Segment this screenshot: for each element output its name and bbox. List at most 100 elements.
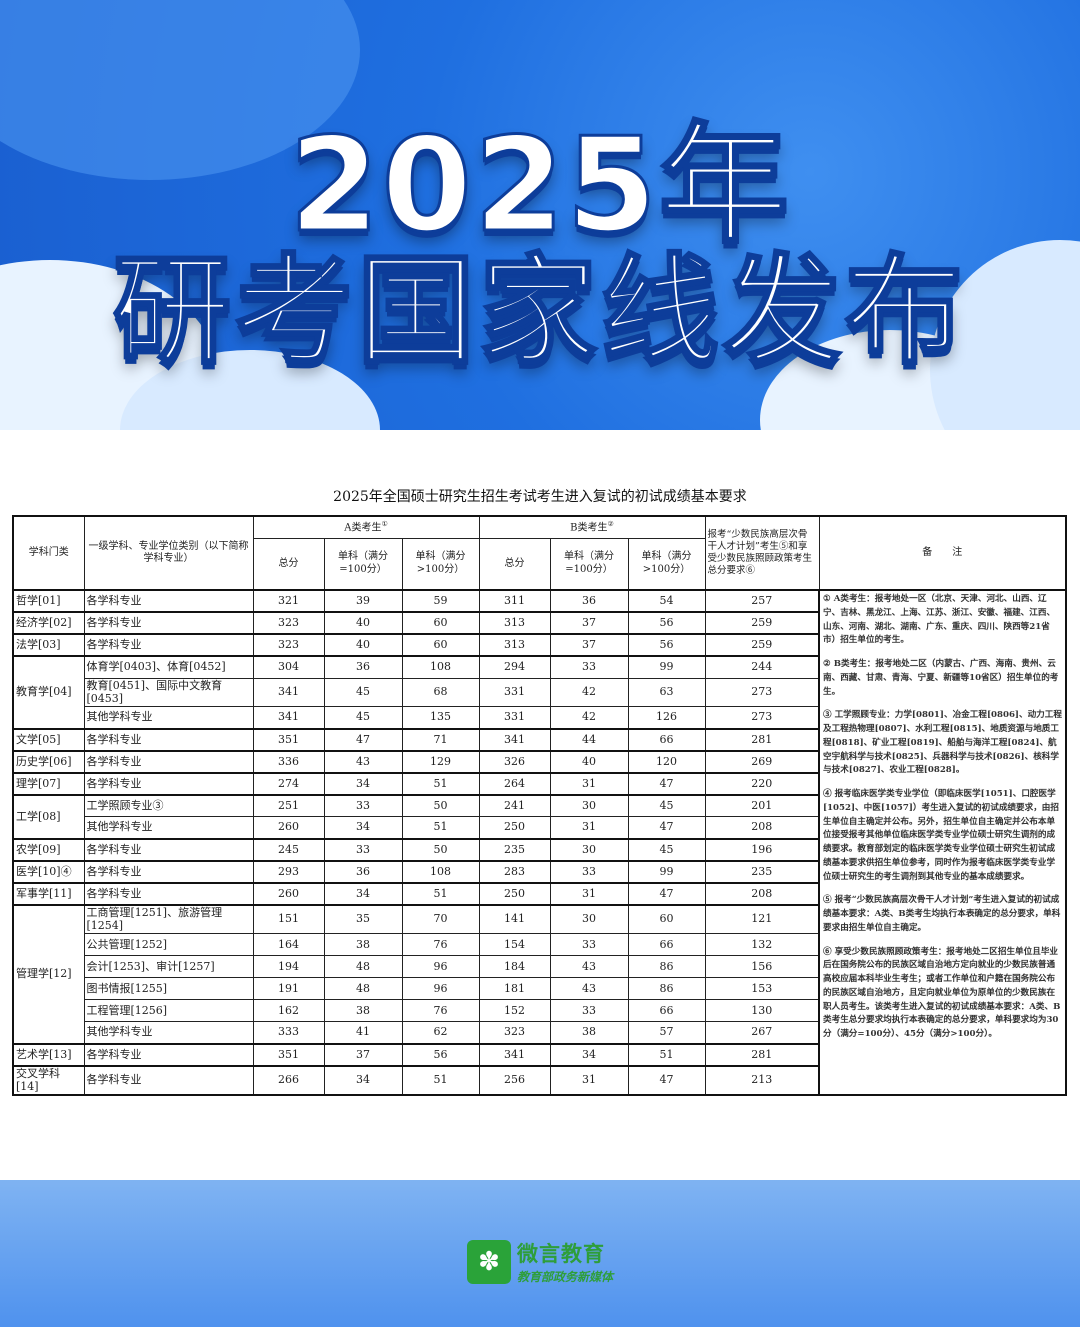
subject-cell: 各学科专业: [83, 1042, 254, 1066]
score-cell: 43: [549, 955, 629, 978]
score-cell: 37: [323, 1042, 403, 1066]
score-cell: 38: [549, 1021, 629, 1044]
score-cell: 45: [323, 677, 403, 707]
score-cell: 40: [323, 633, 403, 657]
score-cell: 151: [252, 903, 325, 934]
score-cell: 274: [252, 771, 325, 795]
score-cell: 304: [252, 655, 325, 679]
score-cell: 341: [252, 706, 325, 729]
table-row: 工学[08] 工学照顾专业③ 251 33 50 241 30 45 201: [12, 793, 1066, 839]
score-cell: 196: [704, 837, 820, 861]
score-cell: 33: [549, 859, 629, 883]
category-cell: 教育学[04]: [12, 655, 85, 729]
score-cell: 43: [549, 977, 629, 1000]
score-cell: 273: [704, 677, 820, 707]
score-cell: 45: [627, 793, 706, 817]
score-cell: 31: [549, 771, 629, 795]
score-cell: 256: [478, 1064, 551, 1096]
table-row: 会计[1253]、审计[1257] 194 48 96 184 43 86 156: [13, 955, 1066, 978]
score-cell: 31: [549, 881, 629, 905]
score-cell: 60: [401, 611, 480, 635]
category-cell: 文学[05]: [12, 727, 85, 751]
score-cell: 294: [478, 655, 551, 679]
header-b-single-over100: 单科（满分>100分）: [627, 537, 706, 591]
score-cell: 283: [478, 859, 551, 883]
score-cell: 62: [401, 1021, 480, 1044]
subject-cell: 各学科专业: [83, 589, 254, 613]
score-cell: 34: [323, 881, 403, 905]
score-cell: 108: [401, 859, 480, 883]
subject-cell: 工程管理[1256]: [83, 999, 254, 1022]
score-cell: 36: [323, 655, 403, 679]
score-cell: 341: [252, 677, 325, 707]
score-cell: 37: [549, 611, 629, 635]
score-cell: 66: [627, 999, 706, 1022]
score-cell: 141: [478, 903, 551, 934]
score-cell: 162: [252, 999, 325, 1022]
score-cell: 33: [549, 933, 629, 956]
score-cell: 129: [401, 749, 480, 773]
score-cell: 34: [323, 816, 403, 839]
score-cell: 86: [627, 955, 706, 978]
score-cell: 244: [704, 655, 820, 679]
score-cell: 130: [704, 999, 820, 1022]
subject-cell: 各学科专业: [83, 611, 254, 635]
remark-note: ④ 报考临床医学类专业学位（即临床医学[1051]、口腔医学[1052]、中医[…: [823, 789, 1059, 882]
score-cell: 220: [704, 771, 820, 795]
subject-cell: 各学科专业: [83, 771, 254, 795]
score-cell: 38: [323, 999, 403, 1022]
table-row: 经济学[02] 各学科专业 323 40 60 313 37 56 259: [12, 611, 1066, 635]
category-cell: 工学[08]: [12, 793, 85, 839]
header-a-single-over100: 单科（满分>100分）: [401, 537, 480, 591]
score-cell: 71: [401, 727, 480, 751]
score-cell: 48: [323, 955, 403, 978]
remark-note: ② B类考生：报考地处二区（内蒙古、广西、海南、贵州、云南、西藏、甘肃、青海、宁…: [823, 659, 1059, 697]
logo: ✽ 微言教育 教育部政务新媒体: [467, 1238, 613, 1285]
score-cell: 54: [627, 589, 706, 613]
subject-cell: 教育[0451]、国际中文教育[0453]: [83, 677, 254, 707]
score-cell: 213: [704, 1064, 820, 1096]
category-cell: 哲学[01]: [12, 589, 85, 613]
score-cell: 281: [704, 727, 820, 751]
score-cell: 59: [401, 589, 480, 613]
score-cell: 323: [252, 611, 325, 635]
score-cell: 245: [252, 837, 325, 861]
score-cell: 86: [627, 977, 706, 1000]
score-cell: 260: [252, 816, 325, 839]
category-cell: 历史学[06]: [12, 749, 85, 773]
score-cell: 60: [627, 903, 706, 934]
score-cell: 30: [549, 837, 629, 861]
score-cell: 108: [401, 655, 480, 679]
subject-cell: 各学科专业: [83, 837, 254, 861]
subject-cell: 各学科专业: [83, 1064, 254, 1096]
category-cell: 管理学[12]: [12, 903, 85, 1044]
subject-cell: 工商管理[1251]、旅游管理[1254]: [83, 903, 254, 934]
remark-note: ① A类考生：报考地处一区（北京、天津、河北、山西、辽宁、吉林、黑龙江、上海、江…: [823, 594, 1056, 646]
score-cell: 36: [549, 589, 629, 613]
score-cell: 154: [478, 933, 551, 956]
score-cell: 336: [252, 749, 325, 773]
score-cell: 341: [478, 727, 551, 751]
score-cell: 293: [252, 859, 325, 883]
score-cell: 68: [401, 677, 480, 707]
score-cell: 41: [323, 1021, 403, 1044]
score-cell: 39: [323, 589, 403, 613]
score-cell: 76: [401, 999, 480, 1022]
score-cell: 47: [627, 816, 706, 839]
subject-cell: 其他学科专业: [83, 706, 254, 729]
score-cell: 259: [704, 611, 820, 635]
score-cell: 331: [478, 677, 551, 707]
score-cell: 40: [323, 611, 403, 635]
subject-cell: 各学科专业: [83, 859, 254, 883]
score-cell: 33: [549, 655, 629, 679]
score-cell: 33: [549, 999, 629, 1022]
score-cell: 323: [478, 1021, 551, 1044]
header-category: 学科门类: [12, 515, 85, 591]
score-cell: 51: [401, 816, 480, 839]
score-cell: 56: [627, 611, 706, 635]
subject-cell: 各学科专业: [83, 727, 254, 751]
logo-name: 微言教育: [517, 1242, 605, 1266]
score-cell: 191: [252, 977, 325, 1000]
score-cell: 313: [478, 611, 551, 635]
score-cell: 76: [401, 933, 480, 956]
